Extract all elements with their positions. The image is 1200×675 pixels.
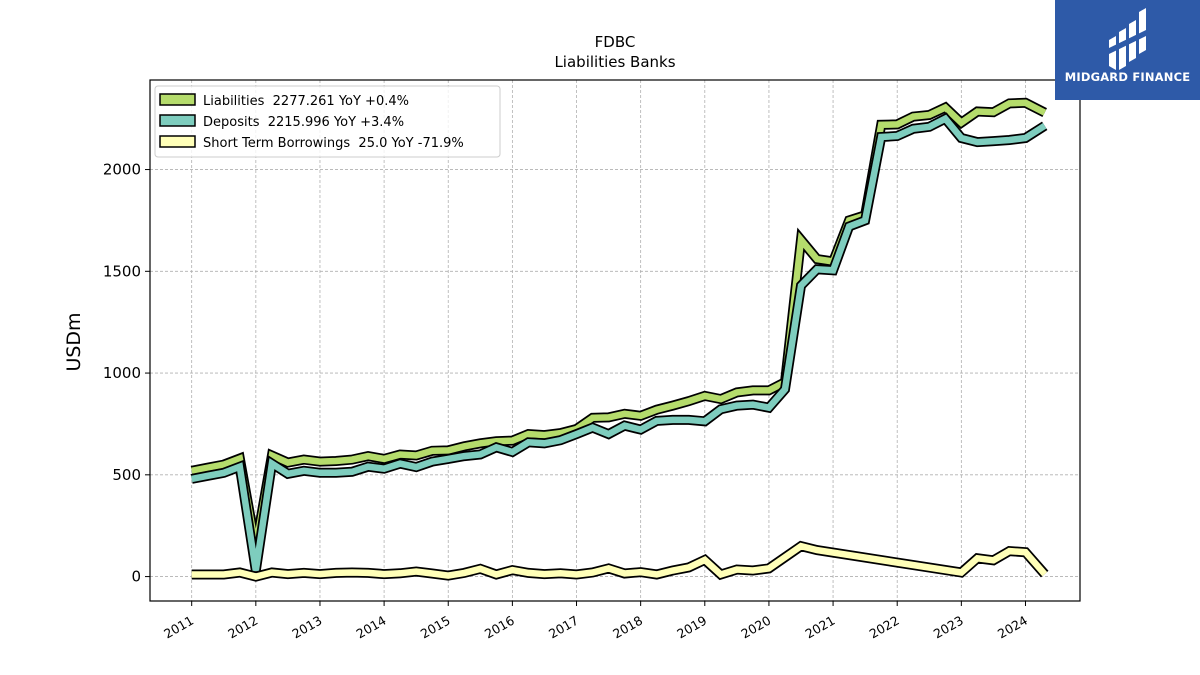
x-tick-label: 2016 bbox=[482, 613, 517, 642]
legend-box bbox=[154, 85, 501, 158]
legend-label-short-term-borrowings: Short Term Borrowings 25.0 YoY -71.9% bbox=[203, 136, 464, 151]
series-lines bbox=[190, 97, 1049, 582]
x-tick-label: 2012 bbox=[225, 613, 260, 642]
chart-title: FDBC bbox=[595, 33, 636, 51]
x-tick-label: 2014 bbox=[354, 613, 389, 642]
plot-area-frame bbox=[149, 79, 1081, 602]
x-tick-label: 2013 bbox=[289, 613, 324, 642]
legend-swatch-deposits bbox=[159, 114, 196, 127]
brand-name: MIDGARD FINANCE bbox=[1064, 70, 1191, 84]
x-tick-label: 2021 bbox=[803, 613, 838, 642]
y-axis-label: USDm bbox=[63, 312, 85, 371]
y-tick-label: 1000 bbox=[103, 364, 141, 382]
series-line-liabilities bbox=[191, 99, 1047, 548]
y-tick-label: 0 bbox=[131, 568, 141, 586]
legend-label-deposits: Deposits 2215.996 YoY +3.4% bbox=[203, 115, 404, 130]
x-tick-label: 2017 bbox=[546, 613, 581, 642]
legend-label-liabilities: Liabilities 2277.261 YoY +0.4% bbox=[203, 94, 409, 109]
midgard-finance-logo-icon bbox=[1109, 8, 1146, 70]
series-line-short-term-borrowings bbox=[191, 542, 1048, 580]
legend-swatch-liabilities bbox=[159, 93, 196, 106]
x-tick-label: 2019 bbox=[674, 613, 709, 642]
x-tick-label: 2022 bbox=[867, 613, 902, 642]
series-line-deposits bbox=[191, 114, 1047, 571]
y-tick-label: 500 bbox=[112, 466, 141, 484]
x-tick-label: 2024 bbox=[995, 613, 1030, 642]
y-tick-label: 2000 bbox=[103, 161, 141, 179]
x-tick-label: 2015 bbox=[418, 613, 453, 642]
brand-logo: MIDGARD FINANCE bbox=[1055, 0, 1200, 100]
gridlines bbox=[150, 80, 1080, 601]
y-tick-label: 1500 bbox=[103, 262, 141, 280]
x-tick-label: 2011 bbox=[161, 613, 196, 642]
x-tick-label: 2020 bbox=[738, 613, 773, 642]
chart-subtitle: Liabilities Banks bbox=[554, 53, 675, 71]
x-tick-label: 2023 bbox=[931, 613, 966, 642]
x-tick-label: 2018 bbox=[610, 613, 645, 642]
legend: Liabilities 2277.261 YoY +0.4% Deposits … bbox=[154, 85, 501, 158]
legend-swatch-short-term-borrowings bbox=[159, 135, 196, 148]
